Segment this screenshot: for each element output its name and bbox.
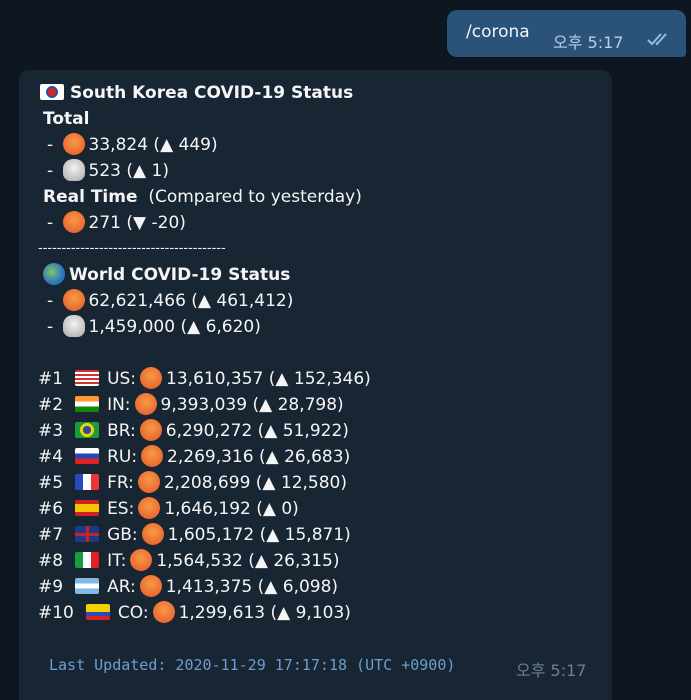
total-label: Total <box>43 109 90 129</box>
flag-icon <box>75 500 100 516</box>
country-stat: 2,208,699 (▲ 12,580) <box>163 473 348 493</box>
stat-line: - 523 (▲ 1) <box>47 159 169 181</box>
country-code: IN: <box>107 395 131 415</box>
skull-icon <box>62 315 85 337</box>
rank: #6 <box>38 499 64 519</box>
country-row: #2 IN: 9,393,039 (▲ 28,798) <box>38 392 344 418</box>
flag-icon <box>75 474 100 490</box>
country-code: ES: <box>107 499 135 519</box>
section-title: World COVID-19 Status <box>69 265 291 285</box>
last-updated: Last Updated: 2020-11-29 17:17:18 (UTC +… <box>49 656 456 674</box>
rank: #10 <box>38 603 74 623</box>
flag-icon <box>75 396 100 412</box>
country-code: BR: <box>107 421 136 441</box>
face-icon <box>139 419 162 441</box>
stat-line: - 271 (▼ -20) <box>47 211 186 233</box>
country-code: IT: <box>107 551 127 571</box>
stat-text: 33,824 (▲ 449) <box>88 135 218 155</box>
stat-text: 523 (▲ 1) <box>88 161 169 181</box>
korea-title-line: South Korea COVID-19 Status <box>38 80 353 106</box>
message-time: 오후 5:17 <box>516 661 587 680</box>
flag-icon <box>40 84 64 100</box>
divider: ---------------------------------------- <box>38 241 226 256</box>
country-stat: 6,290,272 (▲ 51,922) <box>165 421 349 441</box>
country-stat: 1,299,613 (▲ 9,103) <box>178 603 351 623</box>
message-time: 오후 5:17 <box>553 33 624 52</box>
rank: #9 <box>38 577 64 597</box>
flag-icon <box>75 370 100 386</box>
country-code: CO: <box>117 603 149 623</box>
stat-text: 1,459,000 (▲ 6,620) <box>88 317 261 337</box>
country-row: #6 ES: 1,646,192 (▲ 0) <box>38 496 299 522</box>
face-icon <box>130 549 153 571</box>
rank: #1 <box>38 369 64 389</box>
rank: #3 <box>38 421 64 441</box>
stat-line: - 62,621,466 (▲ 461,412) <box>47 289 294 311</box>
country-stat: 1,564,532 (▲ 26,315) <box>156 551 340 571</box>
country-row: #8 IT: 1,564,532 (▲ 26,315) <box>38 548 339 574</box>
stat-line: - 1,459,000 (▲ 6,620) <box>47 315 261 337</box>
flag-icon <box>75 552 100 568</box>
rank: #5 <box>38 473 64 493</box>
read-ticks <box>647 33 667 46</box>
face-icon <box>138 497 161 519</box>
face-icon <box>134 393 157 415</box>
flag-icon <box>75 526 100 542</box>
country-row: #5 FR: 2,208,699 (▲ 12,580) <box>38 470 347 496</box>
face-icon <box>152 601 175 623</box>
skull-icon <box>62 159 85 181</box>
rank: #2 <box>38 395 64 415</box>
stat-line: - 33,824 (▲ 449) <box>47 133 218 155</box>
country-stat: 1,605,172 (▲ 15,871) <box>167 525 351 545</box>
stat-text: 271 (▼ -20) <box>88 213 186 233</box>
world-title-line: World COVID-19 Status <box>43 262 290 288</box>
country-row: #10 CO: 1,299,613 (▲ 9,103) <box>38 600 351 626</box>
country-stat: 13,610,357 (▲ 152,346) <box>166 369 371 389</box>
country-row: #9 AR: 1,413,375 (▲ 6,098) <box>38 574 338 600</box>
face-icon <box>141 445 164 467</box>
face-icon <box>62 211 85 233</box>
section-title: South Korea COVID-19 Status <box>70 83 354 103</box>
face-icon <box>140 367 163 389</box>
country-row: #3 BR: 6,290,272 (▲ 51,922) <box>38 418 349 444</box>
face-icon <box>139 575 162 597</box>
incoming-message[interactable]: South Korea COVID-19 Status Total - 33,8… <box>19 70 612 700</box>
country-stat: 1,413,375 (▲ 6,098) <box>165 577 339 597</box>
country-row: #4 RU: 2,269,316 (▲ 26,683) <box>38 444 350 470</box>
rank: #8 <box>38 551 64 571</box>
country-stat: 9,393,039 (▲ 28,798) <box>160 395 344 415</box>
country-code: RU: <box>107 447 138 467</box>
rank: #7 <box>38 525 64 545</box>
realtime-line: Real Time (Compared to yesterday) <box>43 184 362 210</box>
outgoing-message[interactable]: /corona 오후 5:17 <box>447 10 686 57</box>
stat-text: 62,621,466 (▲ 461,412) <box>88 291 294 311</box>
country-code: AR: <box>107 577 136 597</box>
country-row: #7 GB: 1,605,172 (▲ 15,871) <box>38 522 351 548</box>
country-code: FR: <box>107 473 134 493</box>
flag-icon <box>75 422 100 438</box>
realtime-label: Real Time <box>43 187 138 207</box>
country-code: US: <box>107 369 137 389</box>
globe-icon <box>43 263 65 285</box>
face-icon <box>62 133 85 155</box>
country-code: GB: <box>107 525 138 545</box>
flag-icon <box>75 578 100 594</box>
flag-icon <box>75 448 100 464</box>
rank: #4 <box>38 447 64 467</box>
country-stat: 2,269,316 (▲ 26,683) <box>167 447 351 467</box>
flag-icon <box>85 604 110 620</box>
realtime-note: (Compared to yesterday) <box>148 187 362 207</box>
country-stat: 1,646,192 (▲ 0) <box>164 499 299 519</box>
face-icon <box>137 471 160 493</box>
face-icon <box>62 289 85 311</box>
face-icon <box>141 523 164 545</box>
country-row: #1 US: 13,610,357 (▲ 152,346) <box>38 366 371 392</box>
message-text: /corona <box>466 22 530 42</box>
